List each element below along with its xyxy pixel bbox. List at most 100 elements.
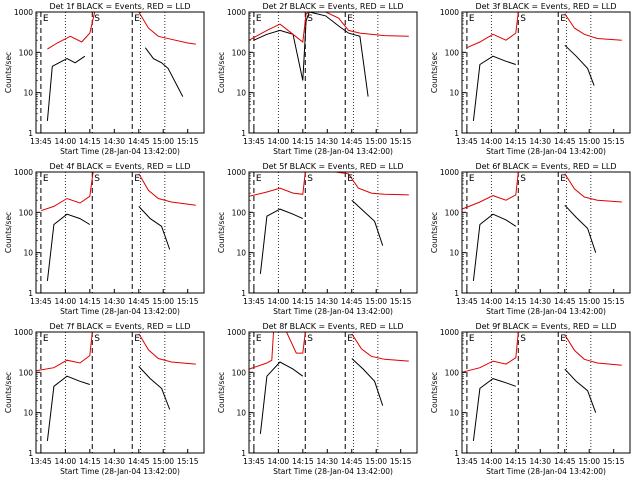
segment-marker-e: E xyxy=(347,174,353,184)
x-tick-label: 13:45 xyxy=(30,457,52,466)
x-tick-label: 14:45 xyxy=(554,297,576,306)
events-series-line xyxy=(253,11,369,97)
x-tick-label: 13:45 xyxy=(30,137,52,146)
plot-frame xyxy=(248,331,418,454)
panel-title: Det 8f BLACK = Events, RED = LLD xyxy=(262,322,403,331)
y-axis-label: Counts/sec xyxy=(430,372,439,413)
x-tick-label: 14:00 xyxy=(268,297,290,306)
x-tick-label: 14:30 xyxy=(316,137,338,146)
lld-series-line xyxy=(35,331,196,372)
y-axis-label: Counts/sec xyxy=(430,52,439,93)
x-tick-label: 15:15 xyxy=(390,137,412,146)
panel-title: Det 7f BLACK = Events, RED = LLD xyxy=(49,322,190,331)
segment-marker-e: E xyxy=(347,334,353,344)
lld-series-line xyxy=(47,11,196,50)
events-series-line xyxy=(46,366,171,441)
segment-marker-e: E xyxy=(43,334,49,344)
segment-marker-e: E xyxy=(347,14,353,24)
x-tick-label: 14:15 xyxy=(292,457,314,466)
x-tick-label: 14:30 xyxy=(529,137,551,146)
lld-series-line xyxy=(461,331,622,373)
segment-marker-e: E xyxy=(43,174,49,184)
y-axis-label: Counts/sec xyxy=(217,212,226,253)
segment-marker-e: E xyxy=(469,14,475,24)
x-tick-label: 13:45 xyxy=(456,297,478,306)
x-tick-label: 14:15 xyxy=(292,137,314,146)
segment-marker-s: S xyxy=(520,14,526,24)
segment-marker-s: S xyxy=(520,334,526,344)
x-tick-label: 14:00 xyxy=(268,457,290,466)
segment-marker-e: E xyxy=(134,174,140,184)
y-tick-label: 100 xyxy=(19,208,34,217)
x-tick-label: 14:15 xyxy=(292,297,314,306)
x-tick-label: 14:30 xyxy=(316,297,338,306)
segment-marker-e: E xyxy=(469,174,475,184)
y-tick-label: 1 xyxy=(28,289,33,298)
y-axis-label: Counts/sec xyxy=(217,372,226,413)
y-tick-label: 100 xyxy=(232,208,247,217)
x-axis-label: Start Time (28-Jan-04 13:42:00) xyxy=(486,467,606,476)
segment-marker-e: E xyxy=(134,334,140,344)
y-tick-label: 1 xyxy=(241,129,246,138)
x-tick-label: 15:15 xyxy=(177,137,199,146)
x-tick-label: 13:45 xyxy=(30,297,52,306)
x-tick-label: 14:00 xyxy=(481,457,503,466)
x-tick-label: 15:15 xyxy=(603,297,625,306)
x-tick-label: 13:45 xyxy=(243,297,265,306)
x-tick-label: 14:45 xyxy=(128,297,150,306)
detector-panel-9: Det 9f BLACK = Events, RED = LLD E S E 1000 1… xyxy=(426,320,639,480)
x-tick-label: 13:45 xyxy=(243,457,265,466)
y-tick-label: 100 xyxy=(445,48,460,57)
x-tick-label: 14:30 xyxy=(103,297,125,306)
y-tick-label: 100 xyxy=(232,48,247,57)
detector-panel-5: Det 5f BLACK = Events, RED = LLD E S E 1000 1… xyxy=(213,160,426,320)
x-tick-label: 14:30 xyxy=(103,457,125,466)
x-tick-label: 14:00 xyxy=(481,297,503,306)
lld-series-line xyxy=(248,331,409,370)
y-tick-label: 100 xyxy=(445,368,460,377)
x-tick-label: 15:15 xyxy=(390,297,412,306)
segment-marker-s: S xyxy=(94,14,100,24)
x-tick-label: 14:00 xyxy=(481,137,503,146)
x-tick-label: 14:15 xyxy=(79,137,101,146)
panel-title: Det 3f BLACK = Events, RED = LLD xyxy=(475,2,616,11)
x-tick-label: 15:00 xyxy=(365,137,387,146)
events-series-line xyxy=(259,199,384,274)
y-tick-label: 1 xyxy=(454,449,459,458)
y-tick-label: 1 xyxy=(454,129,459,138)
x-tick-label: 15:00 xyxy=(365,297,387,306)
x-tick-label: 14:00 xyxy=(268,137,290,146)
x-tick-label: 15:00 xyxy=(365,457,387,466)
x-tick-label: 15:15 xyxy=(603,137,625,146)
x-tick-label: 14:45 xyxy=(554,457,576,466)
x-tick-label: 15:15 xyxy=(603,457,625,466)
x-axis-label: Start Time (28-Jan-04 13:42:00) xyxy=(273,147,393,156)
y-axis-label: Counts/sec xyxy=(217,52,226,93)
x-tick-label: 14:45 xyxy=(554,137,576,146)
segment-marker-s: S xyxy=(520,174,526,184)
segment-marker-e: E xyxy=(560,334,566,344)
segment-marker-e: E xyxy=(256,14,262,24)
y-axis-label: Counts/sec xyxy=(4,52,13,93)
events-series-line xyxy=(472,368,597,441)
y-tick-label: 10 xyxy=(449,89,459,98)
y-axis-label: Counts/sec xyxy=(4,372,13,413)
x-tick-label: 15:00 xyxy=(152,297,174,306)
segment-marker-e: E xyxy=(134,14,140,24)
x-tick-label: 14:30 xyxy=(103,137,125,146)
x-tick-label: 15:15 xyxy=(177,297,199,306)
panel-title: Det 1f BLACK = Events, RED = LLD xyxy=(49,2,190,11)
lld-series-line xyxy=(466,11,622,49)
lld-series-line xyxy=(248,11,409,43)
x-axis-label: Start Time (28-Jan-04 13:42:00) xyxy=(60,467,180,476)
x-tick-label: 14:15 xyxy=(79,297,101,306)
lld-series-line xyxy=(461,171,622,210)
x-tick-label: 15:00 xyxy=(578,137,600,146)
